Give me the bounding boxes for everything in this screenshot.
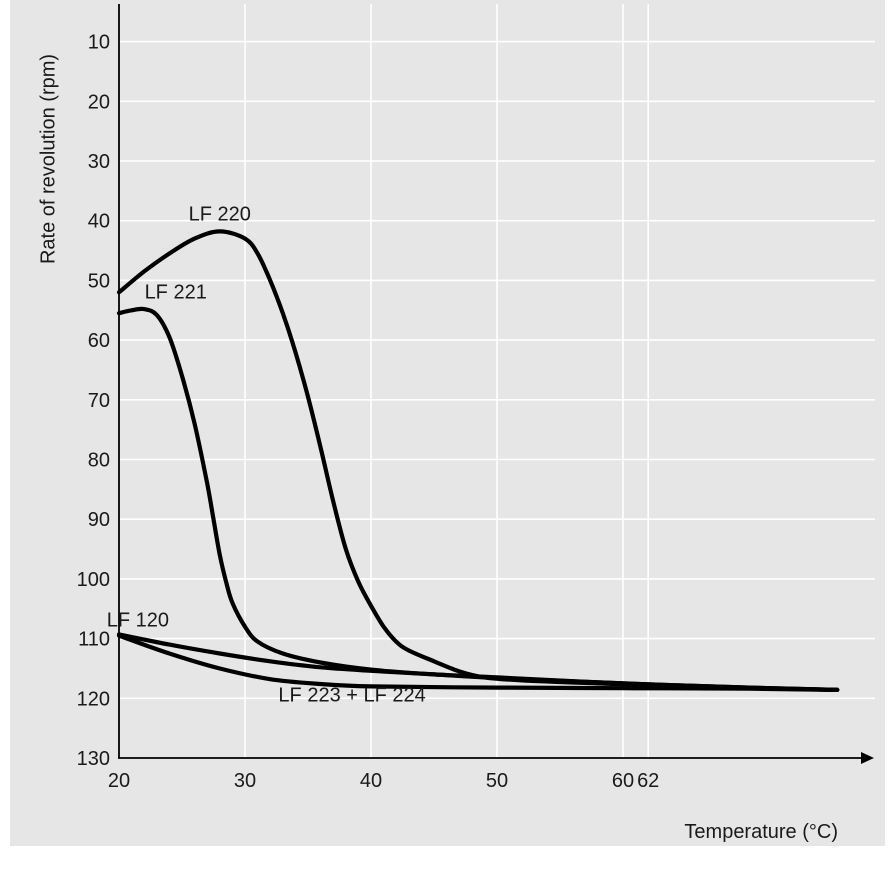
y-tick-label: 100 <box>77 569 110 591</box>
y-tick-label: 40 <box>88 211 110 233</box>
y-tick-label: 90 <box>88 509 110 531</box>
y-tick-label: 110 <box>78 629 110 651</box>
axes <box>118 4 874 764</box>
x-tick-label: 50 <box>486 770 508 792</box>
y-axis-label: Rate of revolution (rpm) <box>37 54 59 264</box>
x-tick-label: 30 <box>234 770 256 792</box>
grid-layer <box>120 4 875 757</box>
x-tick-label: 60 <box>612 770 634 792</box>
chart-panel <box>10 0 885 846</box>
x-axis-label: Temperature (°C) <box>684 821 838 843</box>
x-tick-label: 20 <box>108 770 130 792</box>
curve-lf-221 <box>116 306 840 692</box>
y-tick-label: 50 <box>88 270 110 292</box>
y-tick-label: 10 <box>88 32 110 54</box>
y-tick-label: 80 <box>88 450 110 472</box>
y-tick-label: 20 <box>88 91 110 113</box>
y-tick-label: 30 <box>88 151 110 173</box>
y-tick-label: 120 <box>77 688 110 710</box>
curve-lf-220 <box>116 229 840 692</box>
series-labels: LF 220 LF 221 LF 120 LF 223 + LF 224 <box>107 204 426 707</box>
series-label-lf-120: LF 120 <box>107 610 169 632</box>
x-axis-arrow-icon <box>861 752 874 764</box>
series-label-lf-223-lf-224: LF 223 + LF 224 <box>278 684 425 706</box>
series-curves <box>116 229 840 692</box>
y-tick-label: 130 <box>77 748 110 770</box>
series-label-lf-220: LF 220 <box>189 204 251 226</box>
series-label-lf-221: LF 221 <box>145 281 207 303</box>
x-tick-label: 62 <box>637 770 659 792</box>
y-tick-label: 60 <box>88 330 110 352</box>
x-tick-label: 40 <box>360 770 382 792</box>
curve-lf-223-lf-224 <box>116 633 840 692</box>
curve-lf-120 <box>116 632 840 692</box>
y-tick-label: 70 <box>88 390 110 412</box>
